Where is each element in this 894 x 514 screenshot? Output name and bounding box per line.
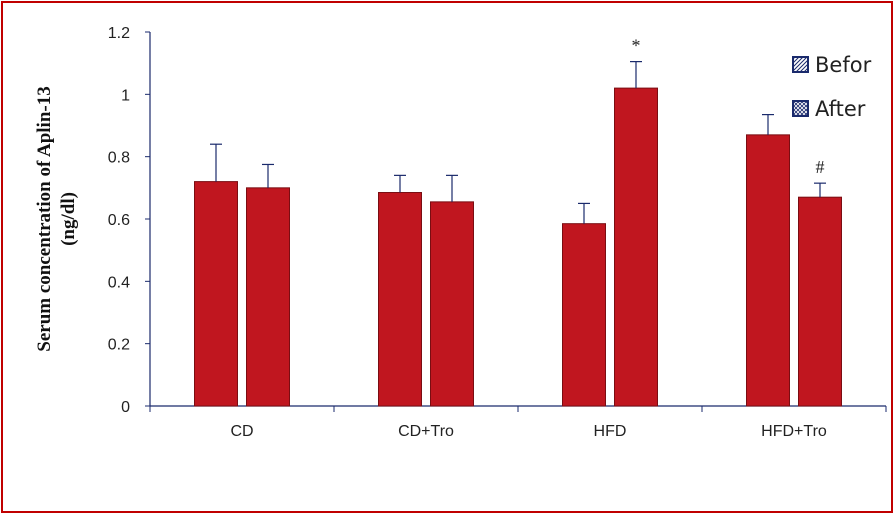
- bar: [378, 192, 422, 407]
- bars: [194, 61, 842, 407]
- legend-swatch-after: [792, 100, 809, 117]
- bar: [614, 87, 658, 407]
- significance-marker: *: [632, 36, 641, 56]
- y-tick-label: 0.4: [108, 274, 130, 291]
- legend-label-after: After: [815, 97, 866, 121]
- y-axis: 0 0.2 0.4 0.6 0.8 1 1.2: [108, 25, 151, 416]
- bar: [562, 223, 606, 407]
- x-axis: CD CD+Tro HFD HFD+Tro: [149, 405, 887, 440]
- significance-marker: #: [816, 157, 825, 177]
- y-axis-title-line-2: (ng/dl): [58, 192, 79, 246]
- bar: [246, 187, 290, 407]
- y-tick-label: 0.6: [108, 212, 130, 229]
- legend-label-befor: Befor: [815, 53, 872, 77]
- y-tick-label: 0.8: [108, 150, 130, 167]
- bar: [746, 134, 790, 407]
- y-axis-title-line-1: Serum concentration of Aplin-13: [34, 86, 55, 351]
- x-tick-label: HFD: [594, 423, 627, 440]
- legend-swatch-befor: [792, 56, 809, 73]
- bar: [194, 181, 238, 407]
- y-tick-label: 0.2: [108, 337, 130, 354]
- y-tick-label: 1: [121, 87, 130, 104]
- y-tick-label: 1.2: [108, 25, 130, 42]
- bar: [430, 201, 474, 407]
- x-tick-label: HFD+Tro: [761, 423, 827, 440]
- legend: Befor After: [792, 53, 872, 121]
- y-tick-label: 0: [121, 399, 130, 416]
- bar: [798, 196, 842, 407]
- x-tick-label: CD: [230, 423, 253, 440]
- annotations: *#: [632, 36, 825, 178]
- x-tick-label: CD+Tro: [398, 423, 454, 440]
